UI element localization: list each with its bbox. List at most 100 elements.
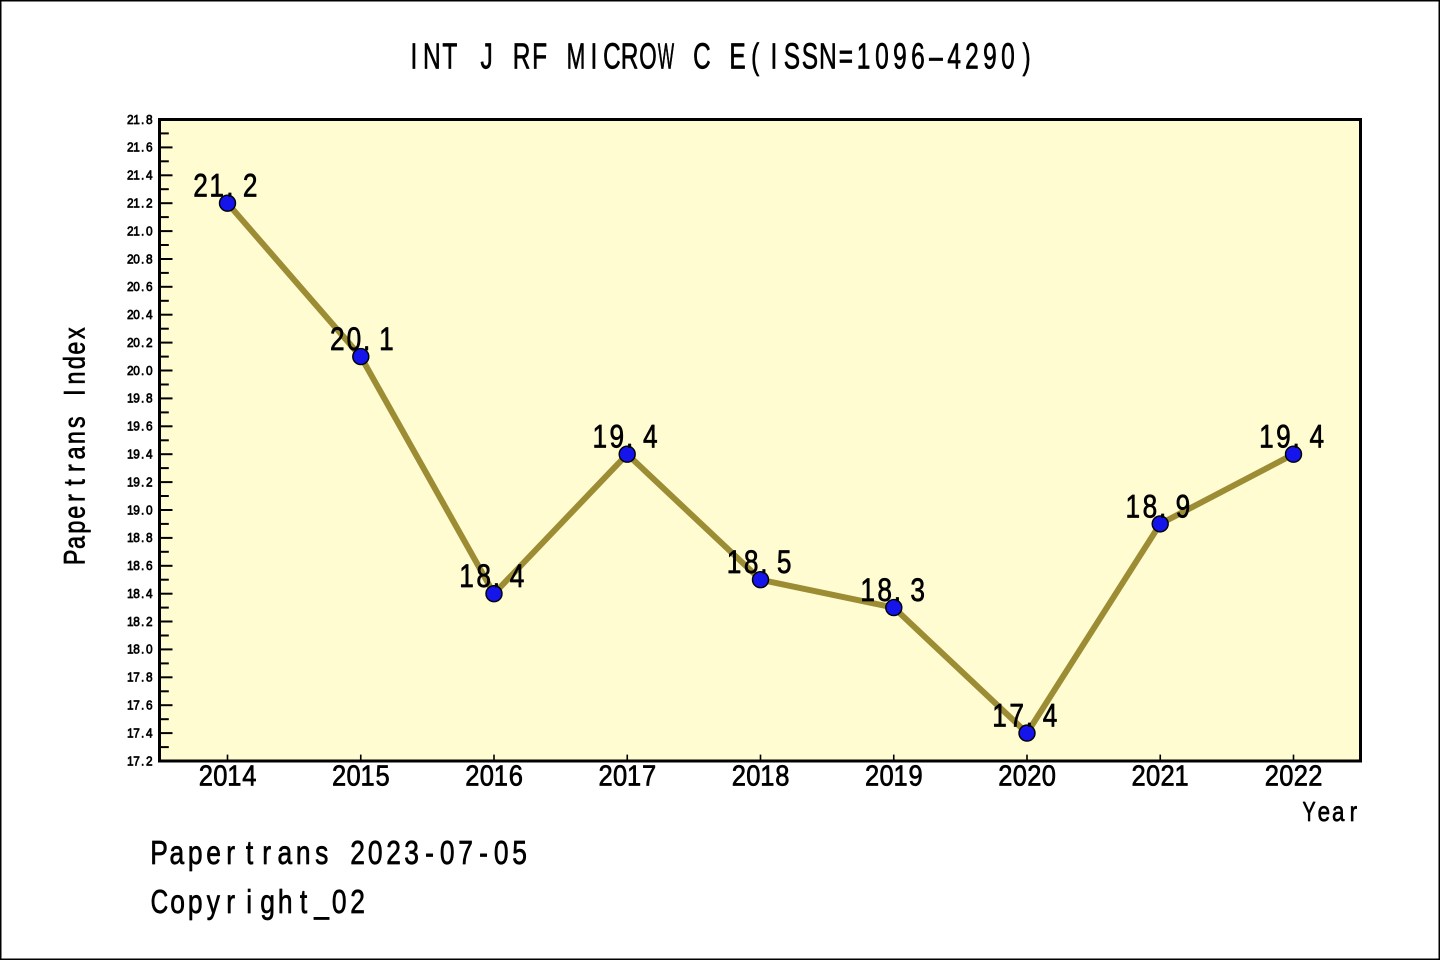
svg-text:0: 0: [1146, 759, 1160, 792]
svg-text:t: t: [246, 835, 254, 871]
svg-text:1: 1: [133, 168, 140, 182]
svg-text:p: p: [188, 884, 203, 920]
svg-text:.: .: [141, 642, 144, 656]
svg-text:P: P: [58, 549, 91, 565]
svg-text:2: 2: [127, 280, 134, 294]
svg-text:6: 6: [146, 140, 153, 154]
svg-text:0: 0: [146, 503, 153, 517]
svg-text:3: 3: [910, 574, 925, 609]
svg-text:s: s: [58, 416, 91, 428]
svg-text:6: 6: [146, 559, 153, 573]
svg-text:2: 2: [193, 169, 208, 204]
svg-text:a: a: [170, 835, 185, 871]
svg-text:e: e: [58, 506, 91, 519]
svg-text:1: 1: [127, 642, 134, 656]
svg-text:1: 1: [127, 475, 134, 489]
svg-text:i: i: [246, 884, 252, 920]
svg-text:.: .: [141, 196, 144, 210]
svg-text:1: 1: [593, 420, 608, 455]
svg-text:F: F: [532, 36, 547, 77]
svg-text:0: 0: [494, 835, 509, 871]
svg-text:4: 4: [510, 560, 525, 595]
svg-text:8: 8: [133, 559, 140, 573]
svg-text:1: 1: [894, 759, 908, 792]
svg-text:5: 5: [375, 759, 389, 792]
svg-text:0: 0: [879, 759, 893, 792]
svg-text:1: 1: [133, 196, 140, 210]
svg-text:0: 0: [213, 759, 227, 792]
svg-text:r: r: [1350, 797, 1358, 828]
svg-text:9: 9: [1276, 420, 1291, 455]
svg-text:4: 4: [146, 308, 153, 322]
svg-text:–: –: [929, 36, 943, 77]
svg-text:0: 0: [440, 835, 455, 871]
svg-text:3: 3: [404, 835, 419, 871]
svg-text:.: .: [226, 169, 233, 204]
svg-text:7: 7: [1009, 699, 1024, 734]
svg-text:r: r: [226, 835, 235, 871]
svg-text:x: x: [58, 327, 91, 339]
svg-text:r: r: [226, 884, 235, 920]
svg-text:r: r: [58, 494, 91, 502]
svg-text:-: -: [479, 835, 488, 871]
svg-text:0: 0: [133, 252, 140, 266]
svg-text:1: 1: [127, 726, 134, 740]
svg-text:0: 0: [133, 336, 140, 350]
svg-text:1: 1: [627, 759, 641, 792]
svg-text:0: 0: [613, 759, 627, 792]
svg-text:e: e: [1318, 797, 1330, 828]
svg-text:.: .: [1026, 699, 1033, 734]
svg-text:r: r: [262, 835, 271, 871]
svg-text:8: 8: [877, 574, 892, 609]
svg-text:N: N: [423, 36, 441, 77]
svg-text:1: 1: [459, 560, 474, 595]
svg-text:1: 1: [133, 140, 140, 154]
svg-text:8: 8: [133, 531, 140, 545]
svg-text:6: 6: [146, 280, 153, 294]
svg-text:y: y: [207, 884, 220, 920]
svg-text:8: 8: [133, 587, 140, 601]
svg-text:0: 0: [133, 364, 140, 378]
svg-text:I: I: [771, 36, 778, 77]
svg-text:8: 8: [146, 670, 153, 684]
svg-text:7: 7: [458, 835, 473, 871]
svg-text:0: 0: [1042, 759, 1056, 792]
svg-text:1: 1: [857, 36, 871, 77]
svg-text:0: 0: [875, 36, 889, 77]
svg-text:p: p: [58, 521, 91, 534]
svg-text:2: 2: [127, 308, 134, 322]
svg-text:a: a: [58, 536, 91, 549]
svg-text:1: 1: [133, 113, 140, 127]
svg-text:7: 7: [642, 759, 656, 792]
svg-text:2: 2: [127, 252, 134, 266]
svg-text:1: 1: [127, 698, 134, 712]
svg-text:0: 0: [1013, 759, 1027, 792]
svg-text:4: 4: [1043, 699, 1058, 734]
svg-text:n: n: [296, 835, 311, 871]
svg-text:.: .: [141, 113, 144, 127]
svg-text:=: =: [839, 36, 853, 77]
svg-text:p: p: [188, 835, 203, 871]
svg-text:(: (: [751, 36, 760, 77]
svg-text:0: 0: [1001, 36, 1015, 77]
svg-text:2: 2: [350, 835, 365, 871]
svg-text:1: 1: [727, 546, 742, 581]
svg-text:1: 1: [127, 587, 134, 601]
svg-text:.: .: [141, 419, 144, 433]
svg-text:e: e: [206, 835, 221, 871]
svg-text:2: 2: [127, 140, 134, 154]
svg-text:2: 2: [598, 759, 612, 792]
svg-text:1: 1: [1175, 759, 1189, 792]
svg-text:a: a: [278, 835, 293, 871]
svg-text:7: 7: [133, 670, 140, 684]
svg-text:2: 2: [1131, 759, 1145, 792]
svg-text:C: C: [603, 36, 621, 77]
svg-text:1: 1: [1259, 420, 1274, 455]
svg-text:P: P: [150, 835, 168, 871]
svg-text:1: 1: [209, 169, 224, 204]
svg-text:4: 4: [947, 36, 961, 77]
svg-text:6: 6: [911, 36, 925, 77]
svg-text:.: .: [141, 754, 144, 768]
svg-text:C: C: [693, 36, 711, 77]
svg-text:J: J: [480, 36, 492, 77]
